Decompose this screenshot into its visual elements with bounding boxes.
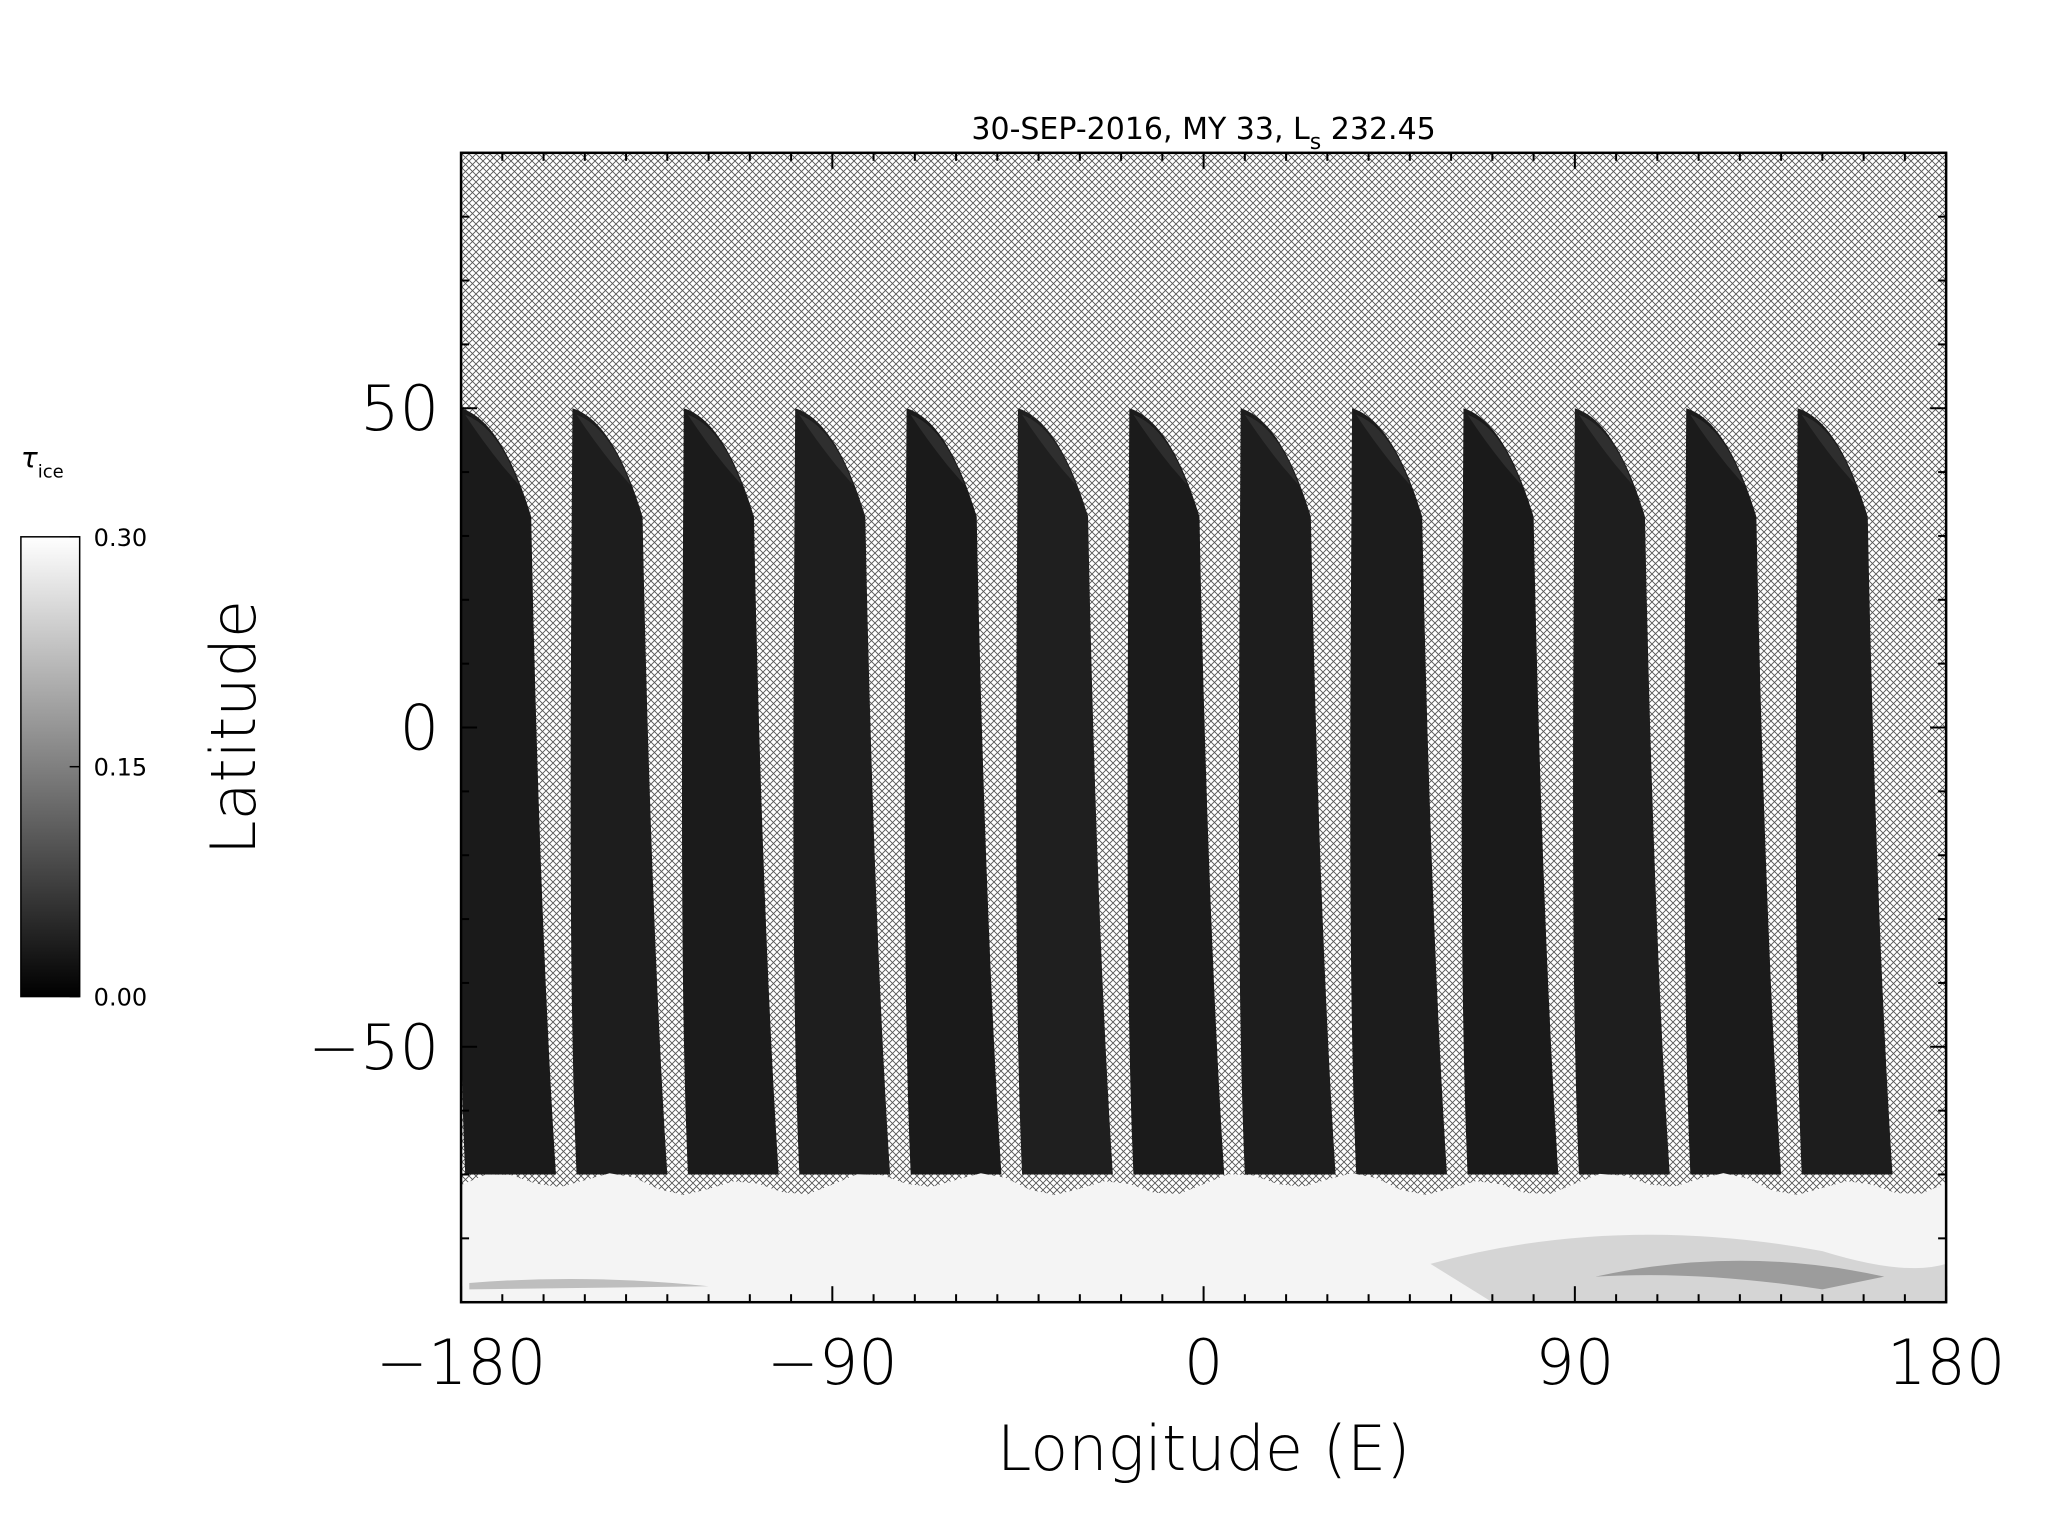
- swath: [1573, 408, 1670, 1175]
- colorbar-tick-label: 0.30: [94, 524, 147, 552]
- swath-highlight: [465, 414, 519, 485]
- swath: [1461, 408, 1559, 1175]
- x-axis: −180 −90 0 90 180: [376, 152, 2005, 1399]
- plot-title-subscript: s: [1310, 130, 1321, 155]
- swath-highlight: [1356, 414, 1410, 485]
- swath-highlight: [1690, 414, 1744, 485]
- swath-highlight: [1021, 414, 1076, 485]
- x-tick-label: 90: [1535, 1326, 1614, 1399]
- swath-highlight: [1801, 414, 1856, 485]
- swath-highlight: [1578, 414, 1633, 485]
- colorbar-ticks: 0.00 0.15 0.30: [69, 524, 147, 1012]
- colorbar-title-subscript: ice: [38, 462, 64, 483]
- hood-texture: [1595, 1260, 1885, 1290]
- colorbar-title: τice: [21, 442, 64, 483]
- colorbar-tick-label: 0.15: [94, 754, 147, 782]
- swath-highlight: [1133, 414, 1188, 485]
- plot-area: [461, 152, 1947, 1303]
- swath: [793, 408, 891, 1175]
- plot-title-suffix: 232.45: [1321, 112, 1436, 147]
- swath-highlight: [1244, 414, 1299, 485]
- swath: [1238, 408, 1336, 1175]
- swaths-layer: [461, 408, 1893, 1175]
- x-tick-label: 0: [1184, 1326, 1223, 1399]
- y-axis: −50 0 50: [308, 151, 1947, 1304]
- swath: [461, 408, 556, 1175]
- plot-title: 30-SEP-2016, MY 33, Ls 232.45: [971, 112, 1435, 155]
- y-tick-label: −50: [308, 1011, 439, 1084]
- swath-highlight: [687, 414, 742, 485]
- swath-highlight: [576, 414, 631, 485]
- colorbar-tick-label: 0.00: [94, 984, 147, 1012]
- swath-highlight: [910, 414, 965, 485]
- plot-title-main: 30-SEP-2016, MY 33, L: [971, 112, 1310, 147]
- swath: [1684, 408, 1782, 1175]
- y-axis-title: Latitude: [197, 600, 270, 855]
- y-tick-label: 0: [400, 692, 439, 765]
- x-tick-label: −90: [767, 1326, 898, 1399]
- swath: [1795, 408, 1893, 1175]
- polar-hood-detail: [469, 1234, 1947, 1303]
- colorbar: τice 0.00 0.15 0.30: [20, 442, 147, 1012]
- swath: [570, 408, 668, 1175]
- hood-texture: [469, 1278, 709, 1290]
- swath-highlight: [799, 414, 853, 485]
- swath: [904, 408, 1002, 1175]
- swath-highlight: [1467, 414, 1522, 485]
- x-tick-label: −180: [376, 1326, 546, 1399]
- x-tick-label: 180: [1887, 1326, 2005, 1399]
- swath: [1016, 408, 1113, 1175]
- x-axis-title: Longitude (E): [997, 1412, 1410, 1485]
- swath: [682, 408, 779, 1175]
- y-tick-label: 50: [360, 372, 439, 445]
- swath: [1350, 408, 1447, 1175]
- colorbar-title-symbol: τ: [21, 442, 38, 475]
- swath: [1127, 408, 1225, 1175]
